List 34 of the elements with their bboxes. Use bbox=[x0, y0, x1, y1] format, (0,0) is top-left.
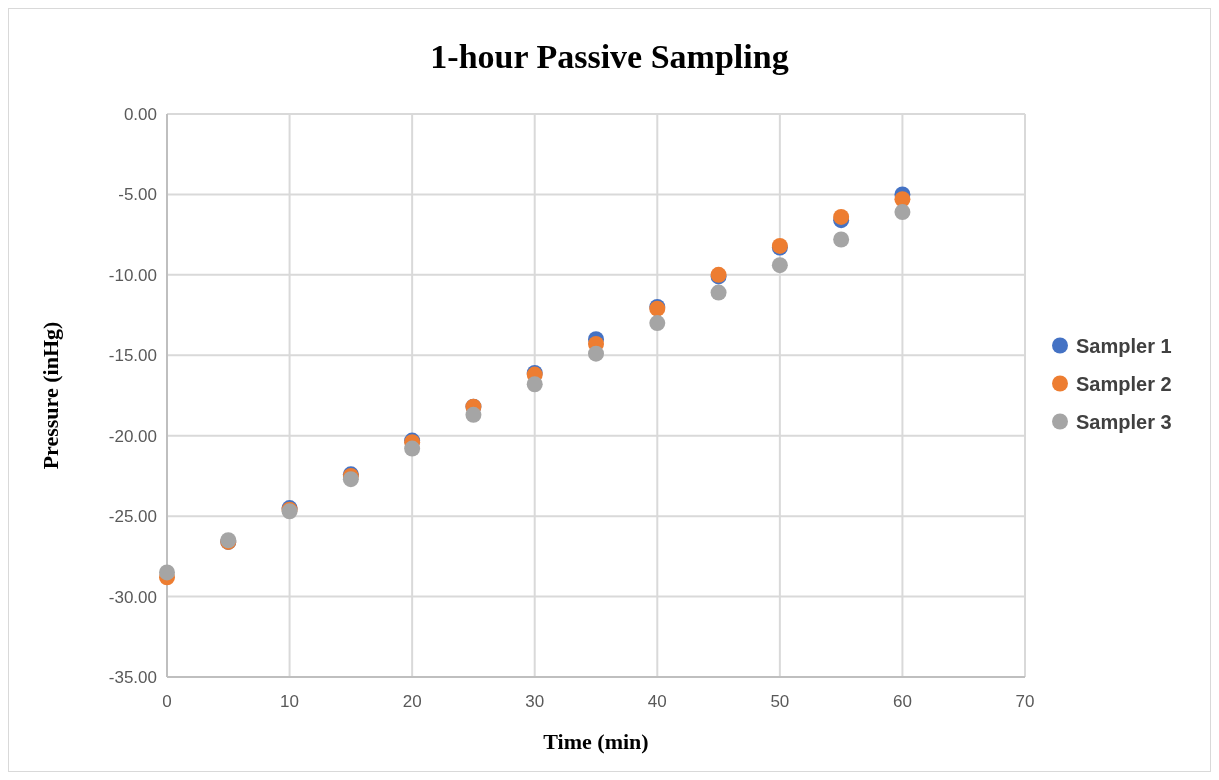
y-tick-label: -30.00 bbox=[108, 587, 157, 607]
x-tick-label: 60 bbox=[892, 692, 912, 711]
point bbox=[710, 284, 727, 301]
x-tick-label: 40 bbox=[647, 692, 667, 711]
y-tick-label: 0.00 bbox=[123, 105, 157, 124]
legend-label: Sampler 2 bbox=[1076, 372, 1172, 395]
chart-title: 1-hour Passive Sampling bbox=[430, 38, 789, 75]
x-tick-label: 10 bbox=[280, 692, 300, 711]
legend-label: Sampler 1 bbox=[1076, 334, 1172, 357]
point bbox=[526, 376, 543, 393]
y-axis-title: Pressure (inHg) bbox=[38, 321, 63, 470]
x-tick-label: 50 bbox=[770, 692, 790, 711]
x-tick-label: 0 bbox=[162, 692, 172, 711]
point bbox=[833, 231, 850, 248]
point bbox=[833, 208, 850, 225]
x-tick-label: 70 bbox=[1015, 692, 1035, 711]
x-tick-label: 30 bbox=[525, 692, 545, 711]
legend-label: Sampler 3 bbox=[1076, 410, 1172, 433]
x-tick-label: 20 bbox=[402, 692, 422, 711]
point bbox=[771, 257, 788, 274]
y-tick-label: -15.00 bbox=[108, 346, 157, 366]
y-tick-label: -25.00 bbox=[108, 507, 157, 527]
point bbox=[588, 345, 604, 362]
point bbox=[649, 315, 666, 332]
y-tick-label: -5.00 bbox=[118, 185, 157, 205]
y-tick-label: -10.00 bbox=[108, 265, 157, 285]
point bbox=[465, 406, 482, 423]
point bbox=[404, 440, 421, 457]
x-axis-title: Time (min) bbox=[543, 729, 649, 754]
point bbox=[159, 564, 175, 581]
y-tick-label: -20.00 bbox=[108, 426, 157, 446]
y-tick-label: -35.00 bbox=[108, 668, 157, 687]
point bbox=[894, 204, 911, 221]
point bbox=[342, 471, 359, 488]
